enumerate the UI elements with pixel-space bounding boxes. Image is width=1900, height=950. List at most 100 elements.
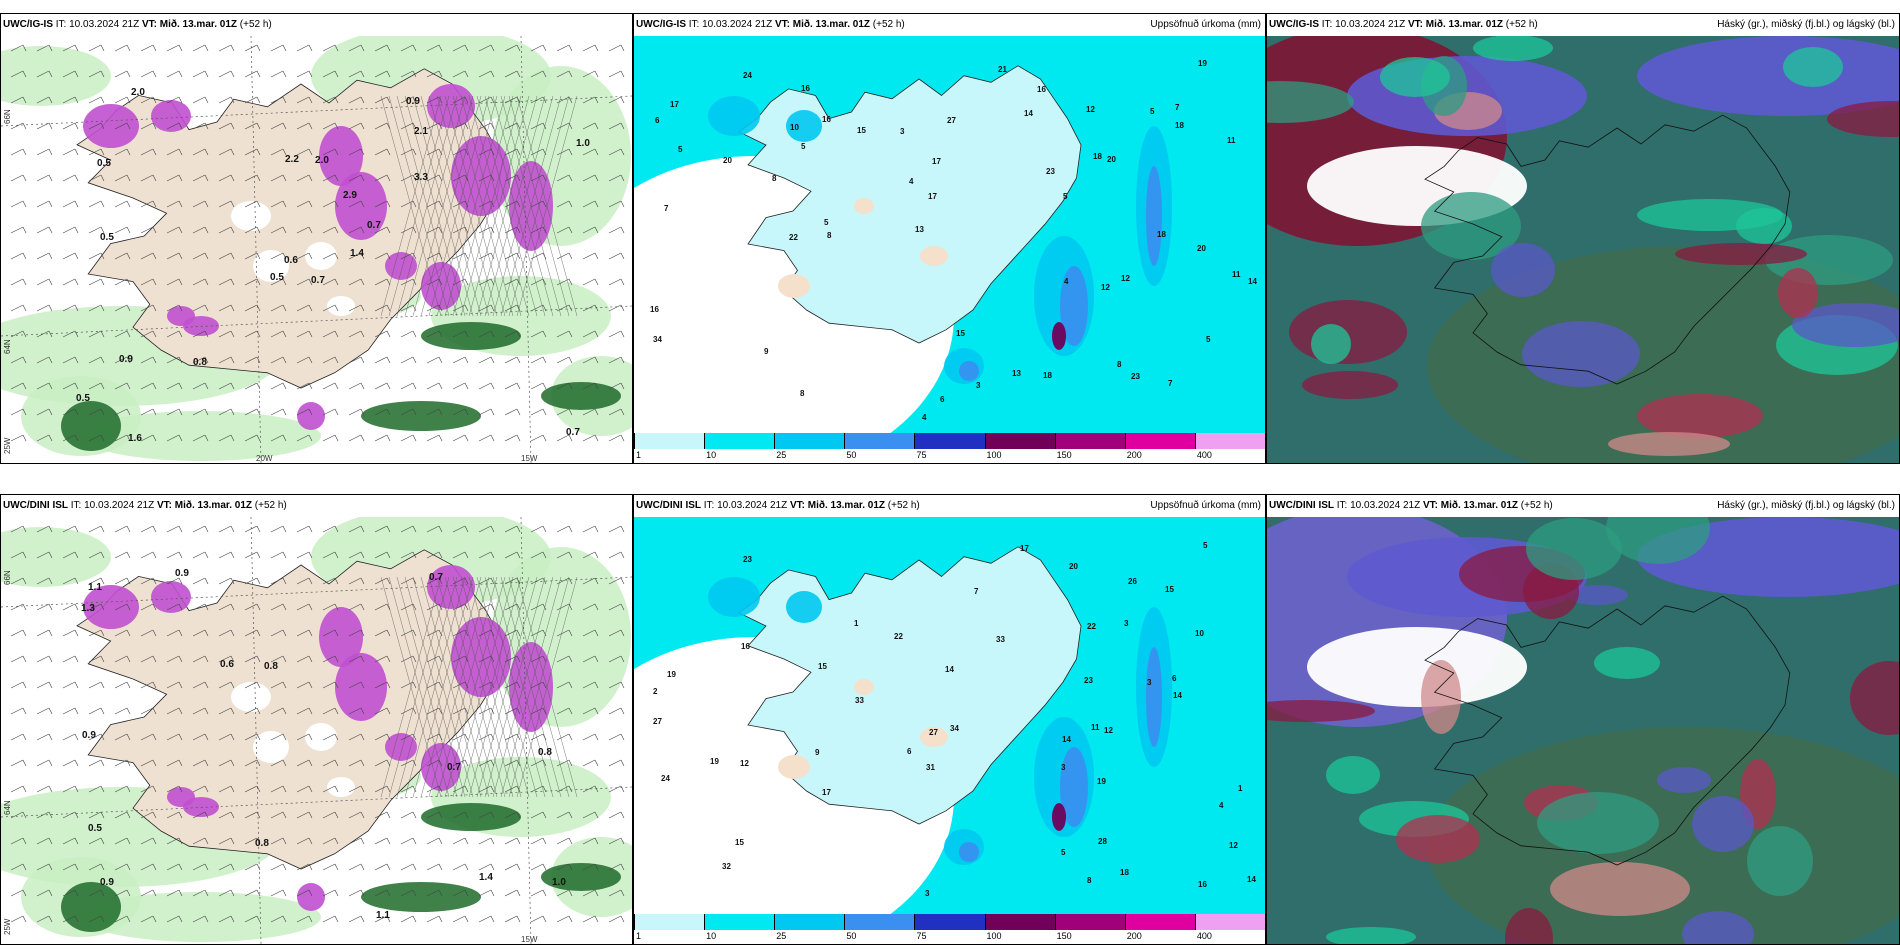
wind-map-panel-row1: UWC/IG-IS IT: 10.03.2024 21Z VT: Mið. 13… [0,13,633,464]
precip-shading [1146,166,1162,266]
precip-value-label: 1 [1238,784,1243,793]
precip-value-label: 12 [1086,105,1095,114]
dry-area [778,755,810,779]
precip-value-label: 10 [1195,629,1204,638]
precip-value-label: 3 [900,127,905,136]
precip-value-label: 18 [1043,371,1052,380]
precip-value-label: 5 [801,142,806,151]
wind-value-label: 1.0 [552,877,566,888]
snow-shading [451,136,511,216]
colorbar-tick-label: 10 [706,931,717,941]
precip-value-label: 20 [1107,155,1116,164]
precip-value-label: 23 [1046,167,1055,176]
cloud-shading [1537,792,1659,854]
precip-value-label: 6 [940,395,945,404]
precip-value-label: 14 [1173,691,1182,700]
wind-value-label: 2.1 [414,126,428,137]
cloud-shading [1267,700,1375,722]
snow-shading [183,797,219,817]
cloud-shading [1380,57,1450,97]
colorbar-swatch [1054,433,1125,449]
precip-value-label: 14 [1062,735,1071,744]
precip-value-label: 19 [710,757,719,766]
precip-shading [1,46,111,106]
precip-value-label: 5 [1061,848,1066,857]
cloud-shading [1550,862,1690,916]
precip-value-label: 5 [824,218,829,227]
cloud-map-panel-row1: UWC/IG-IS IT: 10.03.2024 21Z VT: Mið. 13… [1266,13,1900,464]
dry-area [778,274,810,298]
colorbar-swatch [844,914,915,930]
precip-value-label: 11 [1232,270,1241,279]
cloud-shading [1747,826,1813,896]
precip-shading [81,411,321,461]
wind-value-label: 2.0 [315,155,329,166]
precip-value-label: 7 [1175,103,1180,112]
colorbar-swatch [634,914,705,930]
cloud-shading [1675,243,1807,265]
precip-map-panel-row2: UWC/DINI ISL IT: 10.03.2024 21Z VT: Mið.… [633,494,1266,945]
wind-value-label: 0.7 [566,427,580,438]
precip-map: 5 5 5 6 5 4 4 8 7 14 11 16 18 9 7 8 5 3 7 13 23 20 17 15 12 8 18 16… [634,36,1265,433]
precip-shading [1,527,111,587]
cloud-shading [1682,911,1754,944]
precip-value-label: 13 [915,225,924,234]
precip-value-label: 8 [827,231,832,240]
precip-value-label: 11 [1091,723,1100,732]
graticule-line [250,517,262,944]
precip-value-label: 33 [855,696,864,705]
colorbar-tick-label: 50 [846,931,857,941]
snow-shading [427,565,475,609]
colorbar-tick-label: 150 [1056,931,1072,941]
snow-shading [83,585,139,629]
cloud-shading [1326,927,1416,944]
precip-shading [708,96,760,136]
snow-shading [335,653,387,721]
precip-value-label: 8 [772,174,777,183]
cloud-shading [1491,243,1555,297]
wind-value-label: 0.5 [76,393,90,404]
precip-value-label: 8 [800,389,805,398]
precip-shading [708,577,760,617]
dry-area [920,246,948,266]
precip-value-label: 18 [1120,868,1129,877]
axis-label-15w: 15W [521,454,538,463]
cloud-shading [1657,767,1711,793]
heavy-precip-shading [541,382,621,410]
axis-label-66n: 66N [3,109,12,124]
colorbar-tick-label: 10 [706,450,717,460]
wind-value-label: 0.9 [406,96,420,107]
snow-shading [319,126,363,186]
precip-value-label: 22 [1087,622,1096,631]
precip-value-label: 1 [854,619,859,628]
wind-value-label: 0.9 [82,730,96,741]
precip-value-label: 9 [815,748,820,757]
precip-colorbar: 1 10 25 50 75 100 150 200 400 [634,914,1265,944]
colorbar-swatch [844,433,915,449]
heavy-precip-shading [421,322,521,350]
graticule-line [520,517,532,944]
precip-value-label: 8 [1087,876,1092,885]
precip-value-label: 12 [1104,726,1113,735]
precip-value-label: 12 [1229,841,1238,850]
precip-value-label: 17 [1020,544,1029,553]
colorbar-swatch [984,433,1055,449]
precip-value-label: 5 [1206,335,1211,344]
precip-value-label: 21 [998,65,1007,74]
colorbar-swatch [914,914,985,930]
cloud-shading [1608,432,1730,456]
cloud-shading [1783,47,1843,87]
wind-value-label: 0.9 [119,354,133,365]
cloud-shading [1692,796,1754,852]
axis-label-25w: 25W [3,437,12,454]
precip-value-label: 15 [857,126,866,135]
precip-value-label: 4 [1064,277,1069,286]
glacier [305,723,337,751]
precip-shading [1060,266,1088,346]
wind-value-label: 1.4 [479,872,493,883]
cloud-map [1267,517,1899,944]
precip-map-panel-row1: UWC/IG-IS IT: 10.03.2024 21Z VT: Mið. 13… [633,13,1266,464]
heavy-precip-shading [61,882,121,932]
precip-value-label: 20 [1197,244,1206,253]
